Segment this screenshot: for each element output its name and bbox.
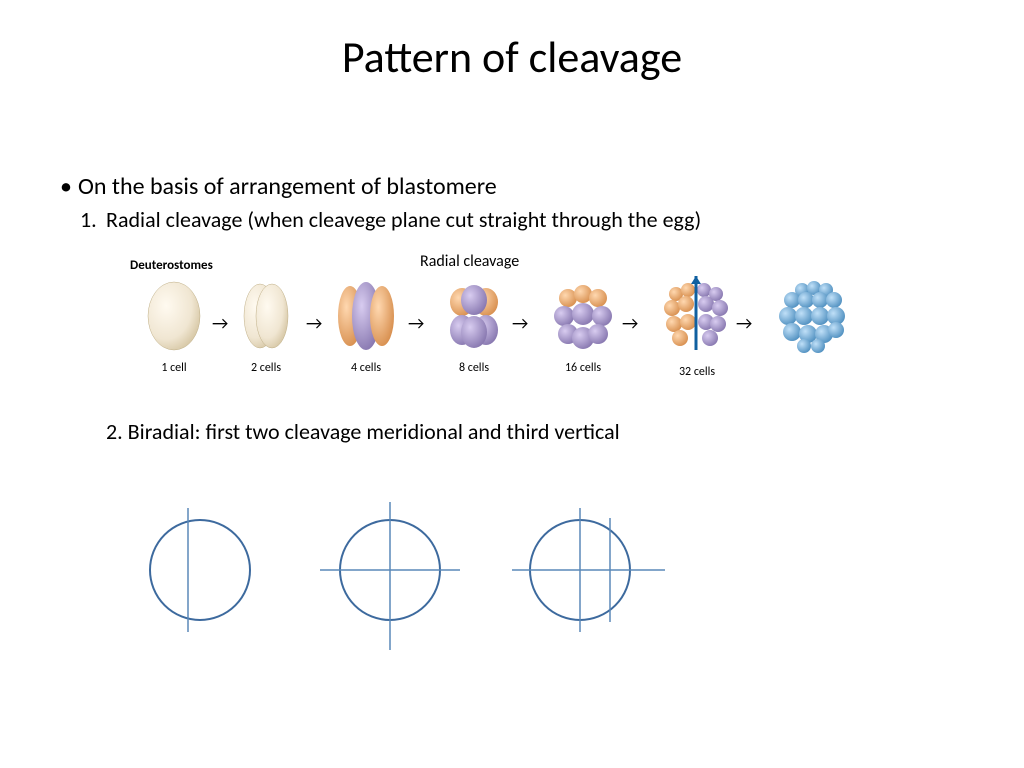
sub-bullet-1-text: Radial cleavage (when cleavege plane cut…	[106, 206, 701, 233]
page-title: Pattern of cleavage	[0, 30, 1024, 84]
egg-1cell-icon	[140, 278, 208, 354]
arrow-icon: →	[512, 312, 528, 334]
stage-caption-3: 4 cells	[330, 361, 402, 375]
cells-16-icon	[548, 278, 618, 354]
stage-32-cells: 32 cells	[660, 276, 734, 379]
radial-cleavage-label: Radial cleavage	[420, 252, 519, 271]
arrow-icon: →	[306, 312, 322, 334]
stage-caption-6: 32 cells	[660, 365, 734, 379]
stage-caption-2: 2 cells	[232, 361, 300, 375]
stage-caption-1: 1 cell	[140, 361, 208, 375]
stage-16-cells: 16 cells	[548, 278, 618, 375]
sub-bullet-1: 1. Radial cleavage (when cleavege plane …	[106, 206, 701, 233]
stage-4-cells: 4 cells	[330, 278, 402, 375]
cells-32-icon	[660, 276, 734, 358]
biradial-diagram	[120, 490, 720, 670]
radial-cleavage-diagram: Deuterostomes Radial cleavage 1 cell →	[130, 256, 890, 386]
arrow-icon: →	[408, 312, 424, 334]
stage-morula	[774, 276, 854, 361]
deuterostomes-label: Deuterostomes	[130, 258, 213, 273]
slide: Pattern of cleavage On the basis of arra…	[0, 0, 1024, 768]
stage-8-cells: 8 cells	[440, 278, 508, 375]
cells-4-icon	[330, 278, 402, 354]
stage-1-cell: 1 cell	[140, 278, 208, 375]
egg-2cell-icon	[232, 278, 300, 354]
main-bullet: On the basis of arrangement of blastomer…	[78, 172, 497, 201]
cells-8-icon	[440, 278, 508, 354]
morula-icon	[774, 276, 854, 356]
arrow-icon: →	[736, 312, 752, 334]
stage-caption-4: 8 cells	[440, 361, 508, 375]
stage-2-cells: 2 cells	[232, 278, 300, 375]
sub-bullet-2: 2. Biradial: first two cleavage meridion…	[106, 418, 620, 445]
arrow-icon: →	[212, 312, 228, 334]
arrow-icon: →	[622, 312, 638, 334]
list-number-1: 1.	[80, 206, 97, 233]
stage-caption-5: 16 cells	[548, 361, 618, 375]
biradial-circles-icon	[120, 490, 720, 670]
